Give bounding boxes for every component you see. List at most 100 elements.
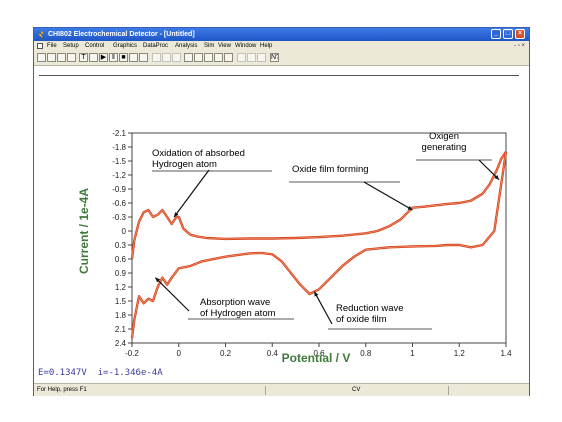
y-tick-label: -0.9 bbox=[112, 185, 126, 194]
close-button[interactable]: × bbox=[515, 29, 525, 39]
y-tick-label: 2.4 bbox=[115, 339, 127, 348]
y-tick-label: 1.2 bbox=[115, 283, 127, 292]
menu-bar: File Setup Control Graphics DataProc Ana… bbox=[34, 41, 529, 51]
y-tick-label: -1.8 bbox=[112, 143, 126, 152]
menu-file[interactable]: File bbox=[47, 43, 57, 49]
y-tick-label: 0 bbox=[122, 227, 127, 236]
cursor-readout: E=0.1347V i=-1.346e-4A bbox=[38, 368, 163, 378]
color-icon[interactable] bbox=[204, 53, 213, 62]
annotation-label: of Hydrogen atom bbox=[200, 308, 276, 319]
y-tick-label: 1.8 bbox=[115, 311, 127, 320]
annotation-arrow bbox=[173, 169, 210, 218]
x-tick-label: 0 bbox=[177, 349, 182, 358]
mdi-controls[interactable]: - ▫ × bbox=[514, 43, 525, 49]
document-icon[interactable] bbox=[37, 43, 43, 49]
menu-dataproc[interactable]: DataProc bbox=[143, 43, 169, 49]
derivative-icon[interactable] bbox=[247, 53, 256, 62]
y-tick-label: -0.3 bbox=[112, 213, 126, 222]
annotation-arrow bbox=[478, 159, 500, 181]
status-mode: CV bbox=[352, 387, 361, 393]
print-icon[interactable] bbox=[67, 53, 76, 62]
run-icon[interactable]: ▶ bbox=[99, 53, 108, 62]
y-tick-label: -2.1 bbox=[112, 129, 126, 138]
status-bar: For Help, press F1 CV bbox=[34, 383, 529, 396]
menu-control[interactable]: Control bbox=[85, 43, 105, 49]
technique-icon[interactable]: T bbox=[79, 53, 88, 62]
annotation-label: Oxigen bbox=[429, 131, 459, 142]
header-divider bbox=[39, 75, 519, 76]
cv-chart: -0.2 0 0.2 0.4 0.6 0.8 1 1.2 1.4 -2.1 -1.8 -1.5 -1.2… bbox=[77, 129, 512, 365]
cv-trace-highlight bbox=[131, 151, 507, 260]
new-file-icon[interactable] bbox=[37, 53, 46, 62]
peak-icon[interactable] bbox=[184, 53, 193, 62]
menu-window[interactable]: Window bbox=[235, 43, 257, 49]
menu-view[interactable]: View bbox=[218, 43, 231, 49]
status-separator bbox=[448, 386, 449, 395]
help-icon[interactable]: N? bbox=[270, 53, 279, 62]
menu-setup[interactable]: Setup bbox=[63, 43, 79, 49]
pause-icon[interactable]: ‖ bbox=[109, 53, 118, 62]
arrowhead bbox=[155, 277, 161, 283]
annotation-label: Oxidation of absorbed bbox=[152, 148, 245, 159]
minimize-button[interactable]: _ bbox=[491, 29, 501, 39]
annotation-arrow bbox=[313, 291, 333, 325]
x-tick-label: 1.4 bbox=[500, 349, 512, 358]
cv-trace-highlight bbox=[131, 151, 507, 339]
font-icon[interactable] bbox=[214, 53, 223, 62]
annotation-label: of oxide film bbox=[336, 314, 387, 325]
manual-results-icon[interactable] bbox=[172, 53, 181, 62]
x-tick-label: -0.2 bbox=[125, 349, 139, 358]
status-separator bbox=[265, 386, 266, 395]
y-tick-label: 0.6 bbox=[115, 255, 127, 264]
x-tick-label: 0.6 bbox=[313, 349, 325, 358]
app-window: CHI802 Electrochemical Detector - [Untit… bbox=[33, 27, 530, 396]
y-tick-label: -1.2 bbox=[112, 171, 126, 180]
annotation-arrow bbox=[363, 181, 413, 211]
arrowhead bbox=[494, 174, 499, 180]
menu-sim[interactable]: Sim bbox=[204, 43, 215, 49]
annotation-label: Hydrogen atom bbox=[152, 159, 217, 170]
zoom-icon[interactable] bbox=[152, 53, 161, 62]
annotation-label: generating bbox=[422, 142, 467, 153]
x-axis-label: Potential / V bbox=[282, 351, 351, 365]
parameters-icon[interactable] bbox=[89, 53, 98, 62]
y-tick-label: 2.1 bbox=[115, 325, 127, 334]
current-readout: i=-1.346e-4A bbox=[97, 368, 163, 378]
plot-area: -0.2 0 0.2 0.4 0.6 0.8 1 1.2 1.4 -2.1 -1.8 -1.5 -1.2… bbox=[34, 66, 529, 382]
window-title: CHI802 Electrochemical Detector - [Untit… bbox=[48, 31, 195, 38]
y-tick-label: 0.3 bbox=[115, 241, 127, 250]
x-tick-label: 0.8 bbox=[360, 349, 372, 358]
status-help-text: For Help, press F1 bbox=[37, 387, 87, 393]
x-tick-label: 0.4 bbox=[267, 349, 279, 358]
reverse-icon[interactable] bbox=[129, 53, 138, 62]
maximize-button[interactable]: □ bbox=[503, 29, 513, 39]
open-folder-icon[interactable] bbox=[47, 53, 56, 62]
arrowhead bbox=[407, 205, 413, 210]
y-axis-label: Current / 1e-4A bbox=[77, 188, 91, 274]
title-bar[interactable]: CHI802 Electrochemical Detector - [Untit… bbox=[34, 28, 529, 41]
graph-icon[interactable] bbox=[194, 53, 203, 62]
smooth-icon[interactable] bbox=[237, 53, 246, 62]
overlay-icon[interactable] bbox=[224, 53, 233, 62]
filter-icon[interactable] bbox=[139, 53, 148, 62]
zoom-out-icon[interactable] bbox=[162, 53, 171, 62]
y-tick-label: 0.9 bbox=[115, 269, 127, 278]
menu-analysis[interactable]: Analysis bbox=[175, 43, 198, 49]
x-tick-label: 1.2 bbox=[454, 349, 466, 358]
save-icon[interactable] bbox=[57, 53, 66, 62]
stop-icon[interactable]: ■ bbox=[119, 53, 128, 62]
toolbar: T ▶‖■ N? bbox=[34, 51, 529, 66]
menu-help[interactable]: Help bbox=[260, 43, 273, 49]
potential-readout: E=0.1347V bbox=[38, 368, 87, 378]
app-logo-icon bbox=[37, 30, 45, 39]
integrate-icon[interactable] bbox=[257, 53, 266, 62]
arrowhead bbox=[174, 212, 179, 217]
arrowhead bbox=[314, 291, 319, 297]
x-tick-label: 0.2 bbox=[220, 349, 232, 358]
x-tick-label: 1 bbox=[410, 349, 415, 358]
menu-graphics[interactable]: Graphics bbox=[113, 43, 138, 49]
y-tick-label: -0.6 bbox=[112, 199, 126, 208]
y-tick-label: 1.5 bbox=[115, 297, 127, 306]
annotation-label: Oxide film forming bbox=[292, 164, 369, 175]
y-tick-label: -1.5 bbox=[112, 157, 126, 166]
